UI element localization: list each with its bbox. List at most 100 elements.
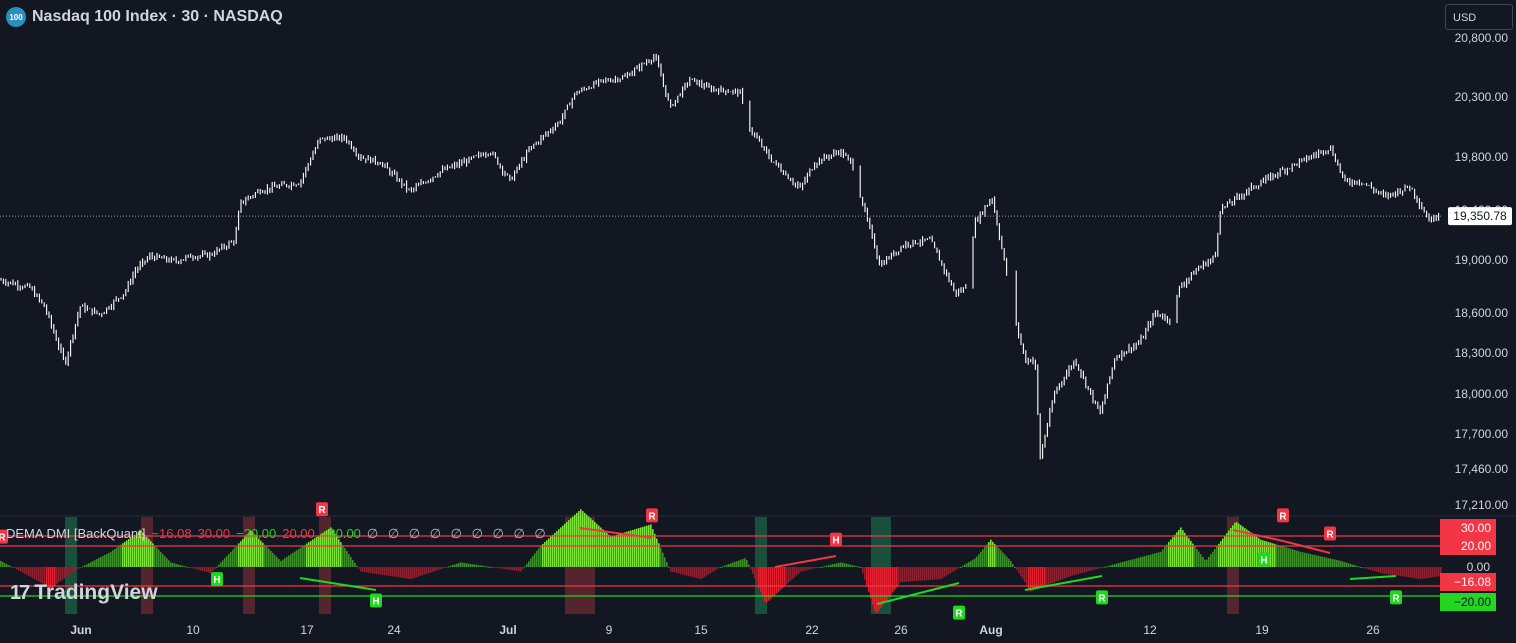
histogram-bar bbox=[732, 562, 734, 567]
histogram-bar bbox=[780, 567, 782, 590]
histogram-bar bbox=[692, 567, 694, 578]
histogram-bar bbox=[980, 551, 982, 567]
histogram-bar bbox=[1202, 556, 1204, 567]
price-candles[interactable] bbox=[0, 53, 1440, 460]
histogram-bar bbox=[352, 559, 354, 567]
price-axis-label: 20,800.00 bbox=[1455, 31, 1509, 45]
histogram-bar bbox=[984, 546, 986, 567]
histogram-bar bbox=[830, 564, 832, 567]
divergence-label: R bbox=[1279, 511, 1287, 522]
histogram-bar bbox=[1276, 544, 1278, 567]
oscillator-axis-badge bbox=[1440, 537, 1496, 555]
histogram-bar bbox=[294, 551, 296, 567]
histogram-bar bbox=[1040, 567, 1042, 588]
histogram-bar bbox=[1372, 567, 1374, 571]
oscillator-histogram[interactable] bbox=[0, 509, 1442, 613]
histogram-bar bbox=[408, 567, 410, 579]
histogram-bar bbox=[1224, 535, 1226, 567]
histogram-bar bbox=[202, 567, 204, 571]
histogram-bar bbox=[1170, 539, 1172, 567]
histogram-bar bbox=[942, 567, 944, 578]
histogram-bar bbox=[194, 567, 196, 569]
histogram-bar bbox=[308, 542, 310, 567]
currency-button[interactable]: USD bbox=[1445, 4, 1513, 30]
histogram-bar bbox=[136, 533, 138, 567]
histogram-bar bbox=[864, 567, 866, 580]
chart-title[interactable]: Nasdaq 100 Index · 30 · NASDAQ bbox=[32, 8, 283, 25]
histogram-bar bbox=[242, 539, 244, 567]
histogram-bar bbox=[238, 543, 240, 567]
histogram-bar bbox=[1206, 559, 1208, 567]
histogram-bar bbox=[808, 567, 810, 570]
divergence-label: R bbox=[955, 609, 963, 620]
divergence-marker bbox=[830, 532, 842, 547]
histogram-bar bbox=[688, 567, 690, 577]
histogram-bar bbox=[172, 562, 174, 567]
histogram-bar bbox=[724, 565, 726, 567]
histogram-bar bbox=[1416, 567, 1418, 579]
histogram-bar bbox=[888, 567, 890, 598]
histogram-bar bbox=[192, 567, 194, 569]
price-axis-label: 19,000.00 bbox=[1455, 253, 1509, 267]
histogram-bar bbox=[722, 566, 724, 568]
histogram-bar bbox=[46, 567, 48, 587]
histogram-bar bbox=[232, 549, 234, 567]
indicator-name[interactable]: DEMA DMI [BackQuant] bbox=[6, 526, 146, 541]
histogram-bar bbox=[506, 567, 508, 570]
histogram-bar bbox=[204, 567, 206, 572]
histogram-bar bbox=[696, 567, 698, 579]
price-axis-label: 20,300.00 bbox=[1455, 90, 1509, 104]
histogram-bar bbox=[662, 552, 664, 567]
histogram-bar bbox=[1366, 567, 1368, 569]
histogram-bar bbox=[568, 520, 570, 567]
histogram-bar bbox=[1392, 567, 1394, 575]
histogram-bar bbox=[816, 567, 818, 568]
histogram-bar bbox=[762, 567, 764, 597]
histogram-bar bbox=[906, 567, 908, 582]
divergence-line bbox=[1232, 529, 1284, 542]
histogram-bar bbox=[706, 567, 708, 576]
histogram-bar bbox=[1362, 567, 1364, 568]
histogram-bar bbox=[104, 554, 106, 567]
histogram-bar bbox=[814, 567, 816, 569]
histogram-bar bbox=[778, 567, 780, 592]
divergence-marker bbox=[953, 605, 965, 620]
histogram-bar bbox=[614, 535, 616, 567]
histogram-bar bbox=[1246, 529, 1248, 567]
histogram-bar bbox=[1062, 567, 1064, 580]
histogram-bar bbox=[726, 564, 728, 567]
histogram-bar bbox=[848, 564, 850, 567]
histogram-bar bbox=[978, 554, 980, 567]
histogram-bar bbox=[714, 567, 716, 571]
histogram-bar bbox=[106, 553, 108, 567]
histogram-bar bbox=[400, 567, 402, 578]
histogram-bar bbox=[278, 558, 280, 567]
histogram-bar bbox=[1184, 532, 1186, 567]
histogram-bar bbox=[1176, 532, 1178, 567]
histogram-bar bbox=[348, 553, 350, 567]
histogram-bar bbox=[138, 531, 140, 567]
histogram-bar bbox=[1408, 567, 1410, 578]
histogram-bar bbox=[1060, 567, 1062, 580]
histogram-bar bbox=[760, 567, 762, 593]
histogram-bar bbox=[508, 567, 510, 570]
histogram-bar bbox=[1422, 567, 1424, 579]
histogram-bar bbox=[580, 509, 582, 567]
histogram-bar bbox=[424, 567, 426, 575]
histogram-bar bbox=[1152, 553, 1154, 567]
histogram-bar bbox=[894, 567, 896, 590]
histogram-bar bbox=[4, 563, 6, 567]
histogram-bar bbox=[120, 544, 122, 567]
histogram-bar bbox=[428, 567, 430, 574]
histogram-bar bbox=[1156, 552, 1158, 567]
histogram-bar bbox=[1042, 567, 1044, 587]
indicator-legend[interactable]: DEMA DMI [BackQuant] −16.08 30.00 −20.00… bbox=[6, 526, 549, 542]
histogram-bar bbox=[1382, 567, 1384, 574]
histogram-bar bbox=[390, 567, 392, 577]
histogram-bar bbox=[828, 565, 830, 567]
histogram-bar bbox=[312, 539, 314, 567]
histogram-bar bbox=[26, 567, 28, 575]
histogram-bar bbox=[1136, 558, 1138, 567]
histogram-bar bbox=[434, 567, 436, 572]
